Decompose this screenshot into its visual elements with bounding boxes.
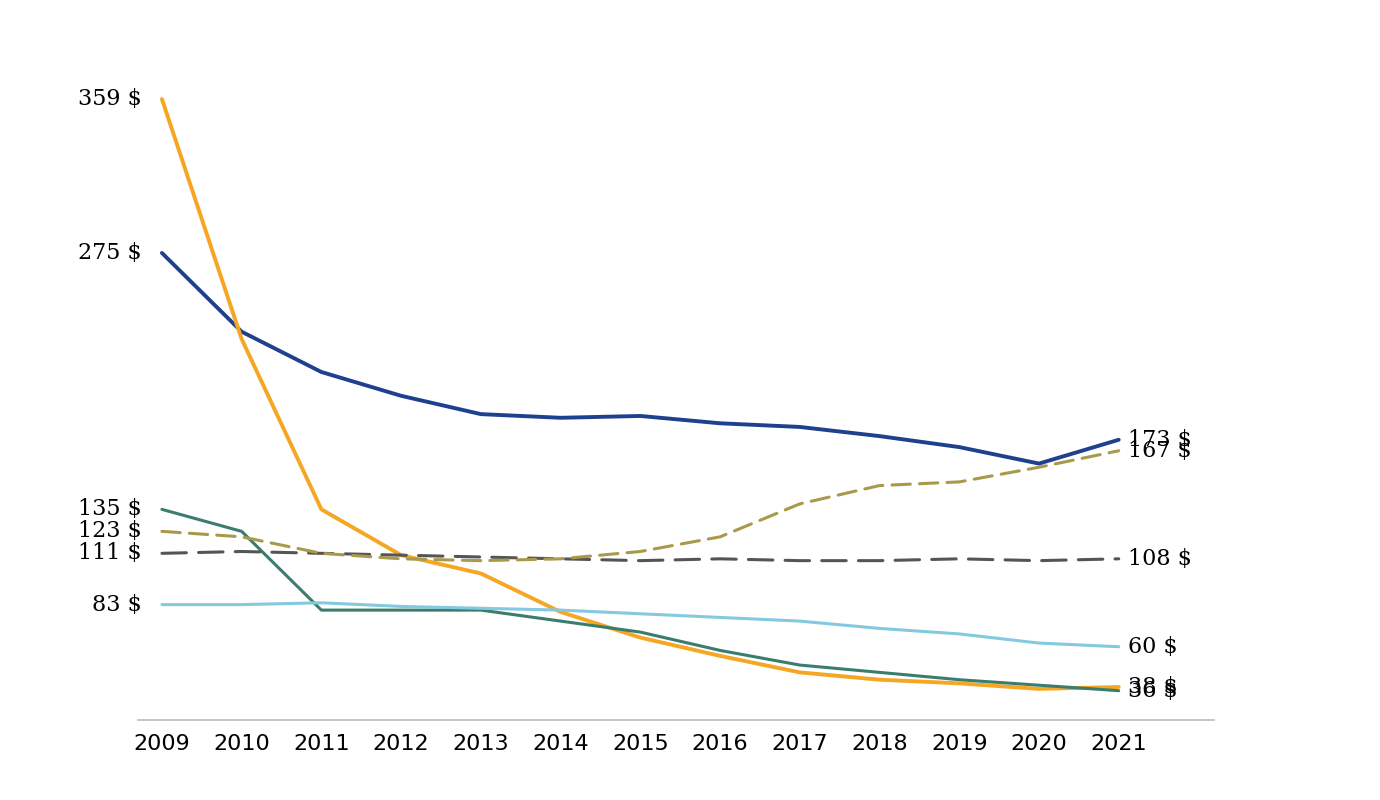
Text: 108 $: 108 $: [1129, 548, 1192, 570]
Text: 123 $: 123 $: [79, 520, 142, 542]
Text: 275 $: 275 $: [79, 242, 142, 264]
Text: 83 $: 83 $: [92, 594, 142, 616]
Text: 111 $: 111 $: [79, 542, 142, 564]
Text: 60 $: 60 $: [1129, 636, 1179, 658]
Text: 135 $: 135 $: [79, 498, 142, 520]
Text: 36 $: 36 $: [1129, 680, 1179, 702]
Text: 359 $: 359 $: [79, 88, 142, 110]
Text: 167 $: 167 $: [1129, 440, 1192, 462]
Text: 173 $: 173 $: [1129, 429, 1192, 450]
Text: 38 $: 38 $: [1129, 676, 1179, 698]
